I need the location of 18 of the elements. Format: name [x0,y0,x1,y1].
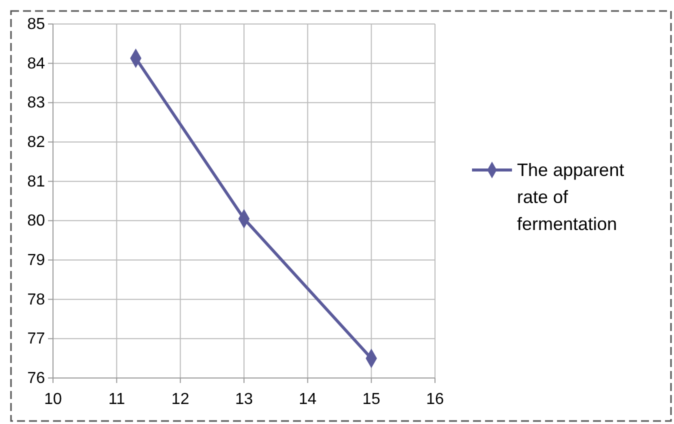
x-tick-label: 14 [298,391,317,408]
y-tick-label: 78 [27,291,46,308]
y-tick-label: 77 [27,330,46,348]
x-tick-label: 15 [362,391,380,408]
y-tick-label: 82 [27,134,46,151]
legend-label: The apparent rate of fermentation [517,160,624,234]
y-tick-label: 81 [27,173,46,190]
x-tick-label: 10 [44,391,62,408]
x-tick-label: 16 [426,391,444,408]
x-tick-label: 12 [171,391,190,408]
x-tick-label: 13 [235,391,253,408]
y-tick-label: 83 [27,94,46,112]
y-tick-label: 76 [27,370,46,387]
x-tick-label: 11 [108,391,126,408]
y-tick-label: 84 [27,55,46,72]
y-tick-label: 79 [27,252,46,269]
y-tick-label: 85 [27,16,46,33]
y-tick-label: 80 [27,212,46,230]
